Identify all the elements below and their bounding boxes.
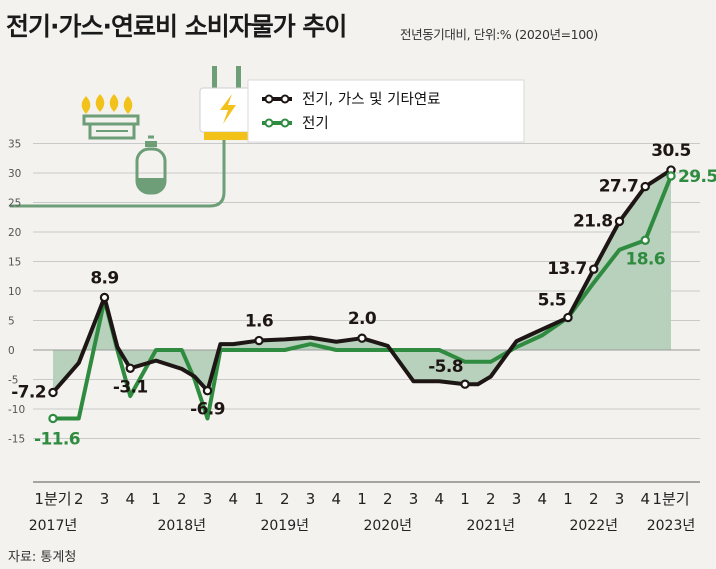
data-label-total: 13.7 xyxy=(547,259,587,279)
x-tick-label: 3 xyxy=(100,490,110,508)
x-tick-label: 3 xyxy=(512,490,522,508)
data-label-elec: 29.5 xyxy=(678,167,716,187)
year-label: 2019년 xyxy=(260,518,309,534)
y-tick-label: 5 xyxy=(8,316,15,328)
x-tick-label: 2 xyxy=(589,490,599,508)
data-labels: -7.2 -11.6 8.9 -3.1 -6.9 1.6 2.0 -5.8 5.5 13.7 21.… xyxy=(11,141,716,449)
total-area-fill xyxy=(53,170,671,393)
electricity-line xyxy=(53,175,673,421)
x-tick-label: 4 xyxy=(331,490,341,508)
data-point-total xyxy=(99,292,110,303)
x-tick-label: 3 xyxy=(615,490,625,508)
data-label-total: 8.9 xyxy=(90,268,118,288)
x-tick-label: 4 xyxy=(125,490,135,508)
year-label: 2023년 xyxy=(647,518,696,534)
data-label-total: -6.9 xyxy=(190,400,225,420)
data-label-total: -3.1 xyxy=(113,377,148,397)
power-plug-icon xyxy=(10,66,253,208)
data-label-total: 5.5 xyxy=(538,291,566,311)
x-tick-label: 2 xyxy=(486,490,496,508)
data-point-total xyxy=(563,312,573,323)
year-label: 2017년 xyxy=(29,518,78,534)
year-label: 2018년 xyxy=(157,518,206,534)
legend: 전기, 가스 및 기타연료 전기 xyxy=(247,79,525,143)
y-tick-label: -5 xyxy=(8,375,18,387)
data-label-total: 1.6 xyxy=(245,312,273,332)
data-markers xyxy=(48,165,676,424)
legend-marker-elec xyxy=(280,118,290,128)
legend-marker-total xyxy=(264,94,274,104)
data-label-total: 27.7 xyxy=(599,177,639,197)
legend-label-elec: 전기 xyxy=(302,115,329,132)
y-tick-label: 20 xyxy=(8,227,21,239)
data-point-total xyxy=(254,335,264,346)
x-tick-label: 2 xyxy=(74,490,84,508)
data-point-total xyxy=(357,333,367,343)
data-point-elec xyxy=(48,413,58,424)
data-label-total: 30.5 xyxy=(651,141,691,161)
x-tick-label: 1분기 xyxy=(652,490,689,508)
x-tick-label: 4 xyxy=(537,490,547,508)
data-point-total xyxy=(589,264,599,274)
x-tick-label: 4 xyxy=(640,490,650,508)
x-tick-label: 4 xyxy=(434,490,444,508)
data-label-total: 2.0 xyxy=(348,309,377,329)
y-tick-label: -15 xyxy=(8,434,25,446)
chart-subtitle: 전년동기대비, 단위:% (2020년=100) xyxy=(400,27,598,42)
legend-label-total: 전기, 가스 및 기타연료 xyxy=(302,91,441,108)
data-point-total xyxy=(202,386,213,396)
grid-lines xyxy=(33,143,700,439)
data-point-total xyxy=(460,379,470,389)
year-label: 2021년 xyxy=(466,518,515,534)
legend-marker-total xyxy=(280,94,290,104)
y-tick-label: -10 xyxy=(8,404,25,416)
x-tick-label: 3 xyxy=(409,490,419,508)
y-tick-label: 10 xyxy=(8,286,21,298)
data-point-total xyxy=(640,181,650,192)
year-label: 2022년 xyxy=(569,518,618,534)
y-axis: -15 -10 -5 0 5 10 15 20 25 30 35 xyxy=(8,139,25,446)
source-note: 자료: 통계청 xyxy=(8,550,77,565)
x-tick-label: 3 xyxy=(306,490,316,508)
data-point-total xyxy=(48,387,58,398)
data-label-total: -5.8 xyxy=(428,357,463,377)
x-axis-quarters: 1분기 2 3 4 1 2 3 4 1 2 3 4 1 2 3 4 1 2 3 4 1 2 3 4 1분기 xyxy=(34,490,689,508)
x-tick-label: 1 xyxy=(254,490,264,508)
y-tick-label: 30 xyxy=(8,168,21,180)
data-label-elec: -11.6 xyxy=(34,429,80,449)
data-point-total xyxy=(614,216,625,227)
x-axis-years: 2017년 2018년 2019년 2020년 2021년 2022년 2023년 xyxy=(29,518,696,534)
x-tick-label: 3 xyxy=(203,490,213,508)
total-line xyxy=(51,168,673,394)
year-label: 2020년 xyxy=(363,518,412,534)
y-tick-label: 35 xyxy=(8,139,21,151)
y-tick-label: 25 xyxy=(8,198,21,210)
x-tick-label: 1분기 xyxy=(34,490,71,508)
gas-stove-icon xyxy=(81,94,140,140)
x-tick-label: 2 xyxy=(383,490,393,508)
data-point-elec xyxy=(666,171,676,181)
x-tick-label: 2 xyxy=(177,490,187,508)
data-point-total xyxy=(125,363,135,373)
x-tick-label: 1 xyxy=(357,490,367,508)
x-tick-label: 4 xyxy=(228,490,238,508)
x-tick-label: 1 xyxy=(460,490,470,508)
data-label-total: -7.2 xyxy=(11,382,46,402)
x-tick-label: 1 xyxy=(151,490,161,508)
gas-cylinder-icon xyxy=(135,135,167,195)
chart-title: 전기·가스·연료비 소비자물가 추이 xyxy=(6,12,347,41)
x-tick-label: 2 xyxy=(280,490,290,508)
data-point-elec xyxy=(640,235,650,245)
data-label-elec: 18.6 xyxy=(625,249,665,269)
legend-marker-elec xyxy=(264,118,274,128)
x-tick-label: 1 xyxy=(563,490,573,508)
y-tick-label: 0 xyxy=(8,345,15,357)
data-label-total: 21.8 xyxy=(573,211,613,231)
y-tick-label: 15 xyxy=(8,257,21,269)
